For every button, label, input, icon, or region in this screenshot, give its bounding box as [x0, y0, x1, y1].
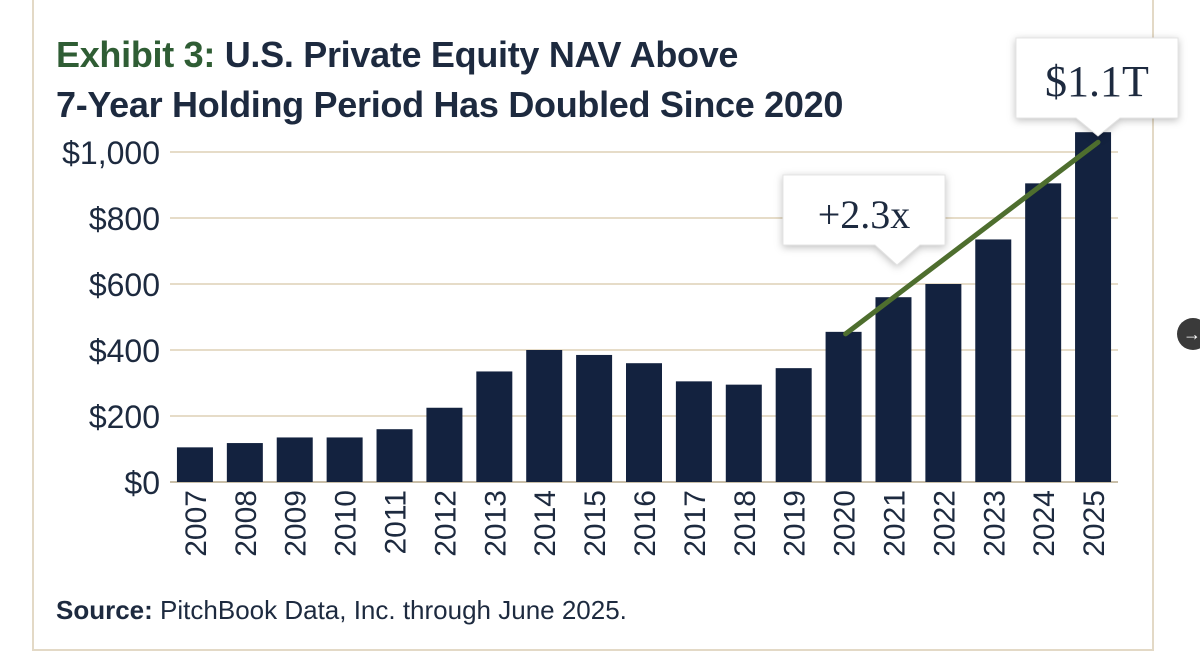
callout-latest-box: [1015, 37, 1179, 137]
bar-2007: [176, 447, 213, 482]
x-tick-label: 2011: [380, 490, 413, 555]
x-tick-label: 2010: [330, 490, 363, 557]
x-tick-label: 2025: [1078, 490, 1111, 557]
callout-growth-box: [782, 174, 946, 266]
x-tick-label: 2012: [429, 490, 462, 557]
arrow-right-icon[interactable]: →: [1177, 318, 1200, 350]
y-tick-label: $800: [89, 201, 160, 237]
source-note: Source: PitchBook Data, Inc. through Jun…: [56, 595, 627, 626]
bar-2024: [1025, 183, 1062, 482]
bar-2013: [476, 371, 513, 482]
source-label: Source:: [56, 595, 153, 625]
bar-2017: [675, 381, 712, 482]
bar-2009: [276, 437, 313, 482]
bar-2015: [576, 354, 613, 482]
x-tick-label: 2007: [180, 490, 213, 557]
title-line-2: 7-Year Holding Period Has Doubled Since …: [56, 84, 844, 125]
x-tick-label: 2017: [679, 490, 712, 557]
x-tick-label: 2018: [729, 490, 762, 557]
x-tick-label: 2023: [978, 490, 1011, 557]
x-tick-label: 2016: [629, 490, 662, 557]
y-axis: $0 $200 $400 $600 $800 $1,000: [62, 135, 160, 501]
bar-2019: [775, 368, 812, 482]
bar-2014: [526, 350, 563, 482]
x-tick-label: 2009: [280, 490, 313, 557]
x-tick-label: 2015: [579, 490, 612, 557]
x-tick-label: 2013: [479, 490, 512, 557]
callout-growth: +2.3x: [782, 174, 946, 266]
bars: [176, 132, 1112, 482]
y-tick-label: $600: [89, 267, 160, 303]
title-line-1: U.S. Private Equity NAV Above: [224, 34, 739, 75]
y-tick-label: $200: [89, 399, 160, 435]
bar-2012: [426, 407, 463, 482]
bar-2010: [326, 437, 363, 482]
x-tick-label: 2022: [928, 490, 961, 557]
x-tick-label: 2024: [1028, 490, 1061, 557]
y-tick-label: $1,000: [62, 135, 160, 171]
callout-latest: $1.1T: [1015, 37, 1179, 137]
x-axis: 2007 2008 2009 2010 2011 2012 2013 2014 2015 2016…: [180, 490, 1111, 557]
bar-2022: [925, 284, 962, 482]
bar-2025: [1075, 132, 1112, 482]
bar-2011: [376, 429, 413, 482]
trend-line: [843, 139, 1101, 337]
callout-latest-text: $1.1T: [1045, 57, 1149, 106]
x-tick-label: 2008: [230, 490, 263, 557]
bar-2021: [875, 297, 912, 482]
x-tick-label: 2021: [878, 490, 911, 557]
x-tick-label: 2019: [779, 490, 812, 557]
y-tick-label: $400: [89, 333, 160, 369]
source-text: PitchBook Data, Inc. through June 2025.: [160, 595, 627, 625]
bar-2023: [975, 239, 1012, 482]
bar-2008: [226, 443, 263, 482]
x-tick-label: 2014: [529, 490, 562, 557]
x-tick-label: 2020: [829, 490, 862, 557]
title-prefix: Exhibit 3:: [56, 34, 216, 75]
chart-title: Exhibit 3: U.S. Private Equity NAV Above…: [56, 30, 956, 130]
chart-card: [32, 0, 1154, 651]
bar-2020: [825, 331, 862, 482]
callout-growth-text: +2.3x: [818, 192, 911, 237]
bar-2016: [626, 363, 662, 482]
y-tick-label: $0: [124, 465, 160, 501]
bar-2018: [725, 384, 762, 482]
